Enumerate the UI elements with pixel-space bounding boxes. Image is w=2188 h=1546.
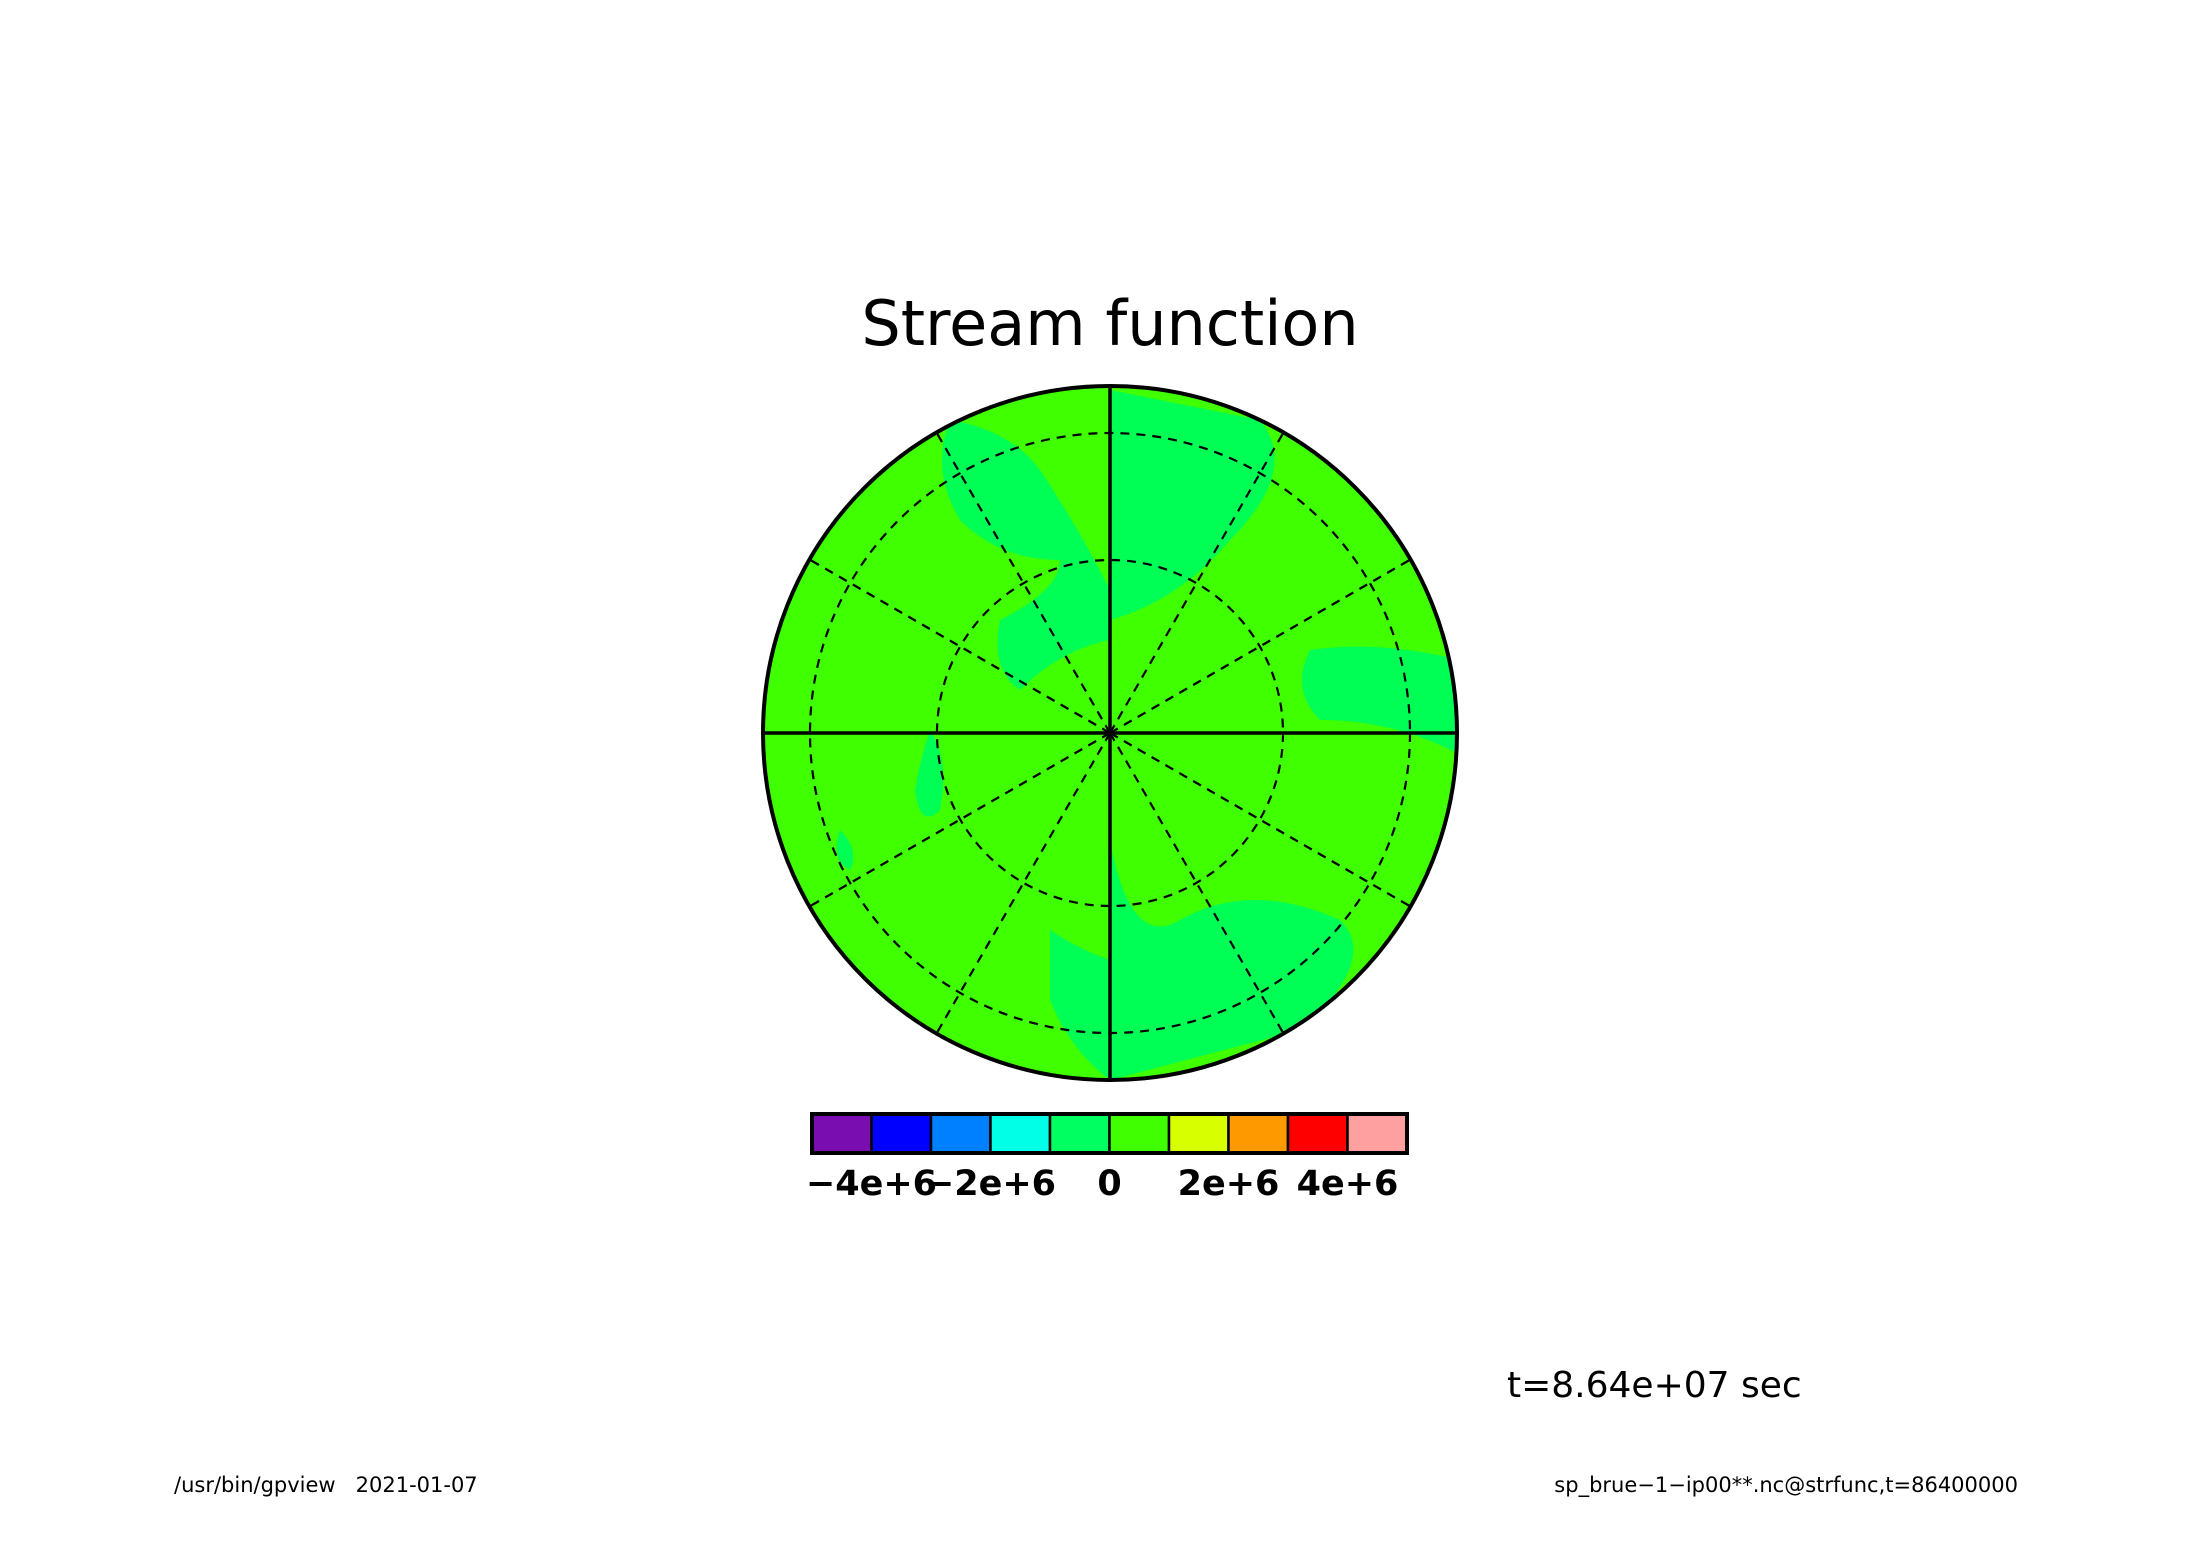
footer-left: /usr/bin/gpview 2021-01-07 xyxy=(174,1473,478,1497)
colorbar-box xyxy=(1048,1112,1111,1155)
colorbar-box xyxy=(1286,1112,1349,1155)
meridian xyxy=(1109,431,1285,734)
colorbar-box xyxy=(1108,1112,1171,1155)
meridian xyxy=(935,732,1111,1035)
meridian xyxy=(808,732,1111,908)
meridian xyxy=(1109,558,1412,734)
colorbar-box xyxy=(810,1112,873,1155)
meridian xyxy=(1109,732,1285,1035)
footer-right: sp_brue−1−ip00**.nc@strfunc,t=86400000 xyxy=(1554,1473,2018,1498)
map-frame xyxy=(761,384,1459,1082)
colorbar-box xyxy=(989,1112,1052,1155)
colorbar-box xyxy=(929,1112,992,1155)
colorbar-tick-label: 4e+6 xyxy=(1297,1164,1399,1204)
meridian xyxy=(808,558,1111,734)
colorbar-box xyxy=(1227,1112,1290,1155)
chart-title: Stream function xyxy=(861,287,1358,360)
meridians xyxy=(808,431,1412,1035)
colorbar-box xyxy=(1346,1112,1409,1155)
time-label: t=8.64e+07 sec xyxy=(1507,1365,1802,1406)
colorbar-tick-label: 2e+6 xyxy=(1178,1164,1280,1204)
colorbar-tick-label: −4e+6 xyxy=(806,1164,937,1204)
colorbar-box xyxy=(870,1112,933,1155)
meridian xyxy=(1109,732,1412,908)
colorbar-tick-label: 0 xyxy=(1097,1164,1121,1204)
axes-cross xyxy=(763,386,1457,1080)
meridian xyxy=(935,431,1111,734)
colorbar-tick-label: −2e+6 xyxy=(925,1164,1056,1204)
colorbar-box xyxy=(1167,1112,1230,1155)
colorbar: −4e+6−2e+6 0 2e+6 4e+6 xyxy=(806,1112,1409,1204)
